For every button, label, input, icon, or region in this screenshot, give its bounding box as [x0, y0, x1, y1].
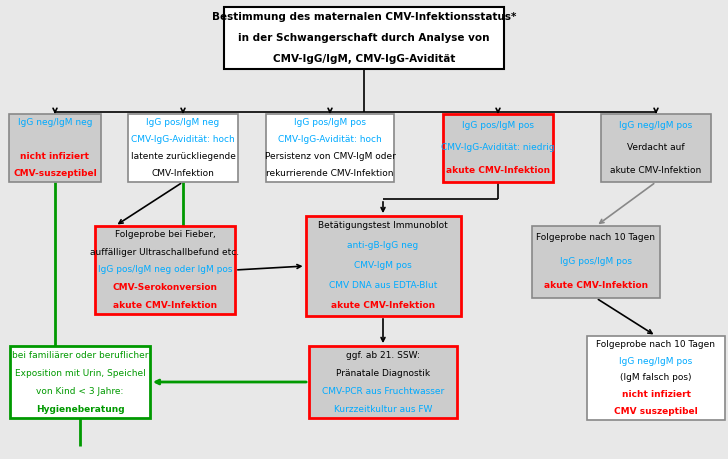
Text: ggf. ab 21. SSW:: ggf. ab 21. SSW:: [346, 351, 420, 359]
Text: von Kind < 3 Jahre:: von Kind < 3 Jahre:: [36, 386, 124, 396]
Text: CMV-IgG-Avidität: niedrig: CMV-IgG-Avidität: niedrig: [441, 144, 555, 152]
Bar: [128, 114, 238, 182]
Bar: [309, 346, 457, 418]
Bar: [601, 114, 711, 182]
Text: rekurrierende CMV-Infektion: rekurrierende CMV-Infektion: [266, 169, 394, 178]
Text: Kurzzeitkultur aus FW: Kurzzeitkultur aus FW: [334, 404, 432, 414]
Text: akute CMV-Infektion: akute CMV-Infektion: [610, 166, 702, 175]
Bar: [266, 114, 394, 182]
Text: akute CMV-Infektion: akute CMV-Infektion: [544, 281, 648, 291]
Text: CMV-IgG-Avidität: hoch: CMV-IgG-Avidität: hoch: [131, 135, 235, 144]
Text: CMV-Infektion: CMV-Infektion: [151, 169, 215, 178]
Text: Hygieneberatung: Hygieneberatung: [36, 404, 124, 414]
Text: Betätigungstest Immunoblot: Betätigungstest Immunoblot: [318, 222, 448, 230]
Bar: [587, 336, 725, 420]
Text: CMV-IgG/IgM, CMV-IgG-Avidität: CMV-IgG/IgM, CMV-IgG-Avidität: [273, 54, 455, 64]
Text: CMV-PCR aus Fruchtwasser: CMV-PCR aus Fruchtwasser: [322, 386, 444, 396]
Bar: [532, 226, 660, 298]
Text: IgG pos/IgM pos: IgG pos/IgM pos: [294, 118, 366, 127]
Text: IgG neg/IgM pos: IgG neg/IgM pos: [620, 357, 692, 366]
Text: CMV DNA aus EDTA-Blut: CMV DNA aus EDTA-Blut: [329, 281, 438, 291]
Text: Verdacht auf: Verdacht auf: [628, 144, 685, 152]
Text: Exposition mit Urin, Speichel: Exposition mit Urin, Speichel: [15, 369, 146, 377]
Text: nicht infiziert: nicht infiziert: [622, 390, 690, 399]
Text: (IgM falsch pos): (IgM falsch pos): [620, 374, 692, 382]
Text: IgG neg/IgM pos: IgG neg/IgM pos: [620, 121, 692, 130]
Text: akute CMV-Infektion: akute CMV-Infektion: [331, 302, 435, 310]
Text: CMV-Serokonversion: CMV-Serokonversion: [113, 283, 218, 292]
Text: CMV-IgG-Avidität: hoch: CMV-IgG-Avidität: hoch: [278, 135, 382, 144]
Text: in der Schwangerschaft durch Analyse von: in der Schwangerschaft durch Analyse von: [238, 33, 490, 43]
Text: IgG pos/IgM pos: IgG pos/IgM pos: [560, 257, 632, 267]
Text: IgG neg/IgM neg: IgG neg/IgM neg: [17, 118, 92, 127]
Text: auffälliger Ultraschallbefund etc.: auffälliger Ultraschallbefund etc.: [90, 248, 240, 257]
Text: IgG pos/IgM neg oder IgM pos: IgG pos/IgM neg oder IgM pos: [98, 265, 232, 274]
Text: Persistenz von CMV-IgM oder: Persistenz von CMV-IgM oder: [264, 152, 395, 161]
Text: CMV-IgM pos: CMV-IgM pos: [354, 262, 412, 270]
Text: IgG pos/IgM neg: IgG pos/IgM neg: [146, 118, 220, 127]
Text: bei familiärer oder beruflicher: bei familiärer oder beruflicher: [12, 351, 149, 359]
Bar: [10, 346, 150, 418]
Bar: [95, 226, 235, 314]
Bar: [9, 114, 101, 182]
Text: Pränatale Diagnostik: Pränatale Diagnostik: [336, 369, 430, 377]
Text: akute CMV-Infektion: akute CMV-Infektion: [113, 301, 217, 310]
Text: CMV-suszeptibel: CMV-suszeptibel: [13, 169, 97, 178]
Bar: [306, 216, 461, 316]
Text: Folgeprobe nach 10 Tagen: Folgeprobe nach 10 Tagen: [537, 234, 655, 242]
Text: Folgeprobe nach 10 Tagen: Folgeprobe nach 10 Tagen: [596, 340, 716, 349]
Text: nicht infiziert: nicht infiziert: [20, 152, 90, 161]
Text: IgG pos/IgM pos: IgG pos/IgM pos: [462, 121, 534, 130]
Text: latente zurückliegende: latente zurückliegende: [130, 152, 235, 161]
Bar: [443, 114, 553, 182]
Bar: [224, 7, 504, 69]
Text: anti-gB-IgG neg: anti-gB-IgG neg: [347, 241, 419, 251]
Text: Bestimmung des maternalen CMV-Infektionsstatus*: Bestimmung des maternalen CMV-Infektions…: [212, 12, 516, 22]
Text: akute CMV-Infektion: akute CMV-Infektion: [446, 166, 550, 175]
Text: Folgeprobe bei Fieber,: Folgeprobe bei Fieber,: [114, 230, 215, 239]
Text: CMV suszeptibel: CMV suszeptibel: [614, 407, 698, 416]
